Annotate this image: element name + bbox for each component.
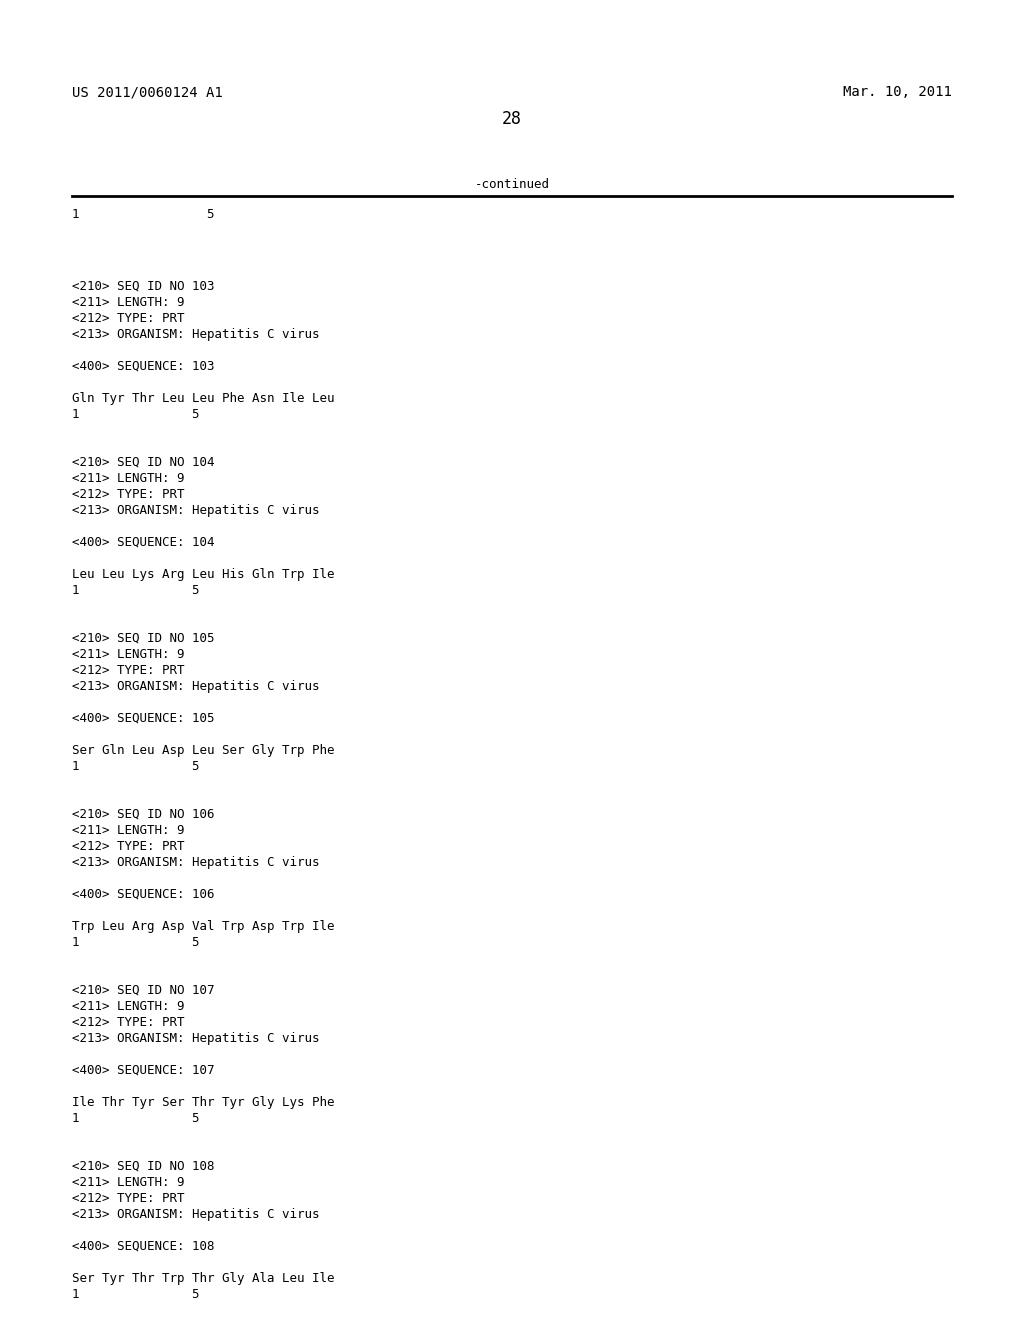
Text: <400> SEQUENCE: 108: <400> SEQUENCE: 108 (72, 1239, 214, 1253)
Text: 28: 28 (502, 110, 522, 128)
Text: Trp Leu Arg Asp Val Trp Asp Trp Ile: Trp Leu Arg Asp Val Trp Asp Trp Ile (72, 920, 334, 933)
Text: Ile Thr Tyr Ser Thr Tyr Gly Lys Phe: Ile Thr Tyr Ser Thr Tyr Gly Lys Phe (72, 1096, 334, 1109)
Text: <210> SEQ ID NO 104: <210> SEQ ID NO 104 (72, 455, 214, 469)
Text: <210> SEQ ID NO 103: <210> SEQ ID NO 103 (72, 280, 214, 293)
Text: 1               5: 1 5 (72, 936, 200, 949)
Text: <212> TYPE: PRT: <212> TYPE: PRT (72, 840, 184, 853)
Text: <400> SEQUENCE: 106: <400> SEQUENCE: 106 (72, 888, 214, 902)
Text: <400> SEQUENCE: 104: <400> SEQUENCE: 104 (72, 536, 214, 549)
Text: <213> ORGANISM: Hepatitis C virus: <213> ORGANISM: Hepatitis C virus (72, 504, 319, 517)
Text: <212> TYPE: PRT: <212> TYPE: PRT (72, 1192, 184, 1205)
Text: Mar. 10, 2011: Mar. 10, 2011 (844, 84, 952, 99)
Text: <210> SEQ ID NO 108: <210> SEQ ID NO 108 (72, 1160, 214, 1173)
Text: <211> LENGTH: 9: <211> LENGTH: 9 (72, 1176, 184, 1189)
Text: <213> ORGANISM: Hepatitis C virus: <213> ORGANISM: Hepatitis C virus (72, 1032, 319, 1045)
Text: <211> LENGTH: 9: <211> LENGTH: 9 (72, 296, 184, 309)
Text: <212> TYPE: PRT: <212> TYPE: PRT (72, 488, 184, 502)
Text: <400> SEQUENCE: 103: <400> SEQUENCE: 103 (72, 360, 214, 374)
Text: Leu Leu Lys Arg Leu His Gln Trp Ile: Leu Leu Lys Arg Leu His Gln Trp Ile (72, 568, 334, 581)
Text: 1               5: 1 5 (72, 583, 200, 597)
Text: <212> TYPE: PRT: <212> TYPE: PRT (72, 312, 184, 325)
Text: Gln Tyr Thr Leu Leu Phe Asn Ile Leu: Gln Tyr Thr Leu Leu Phe Asn Ile Leu (72, 392, 334, 405)
Text: <213> ORGANISM: Hepatitis C virus: <213> ORGANISM: Hepatitis C virus (72, 327, 319, 341)
Text: <212> TYPE: PRT: <212> TYPE: PRT (72, 1016, 184, 1030)
Text: <210> SEQ ID NO 107: <210> SEQ ID NO 107 (72, 983, 214, 997)
Text: <212> TYPE: PRT: <212> TYPE: PRT (72, 664, 184, 677)
Text: <213> ORGANISM: Hepatitis C virus: <213> ORGANISM: Hepatitis C virus (72, 1208, 319, 1221)
Text: 1               5: 1 5 (72, 760, 200, 774)
Text: 1                 5: 1 5 (72, 209, 214, 220)
Text: <210> SEQ ID NO 105: <210> SEQ ID NO 105 (72, 632, 214, 645)
Text: <210> SEQ ID NO 106: <210> SEQ ID NO 106 (72, 808, 214, 821)
Text: <211> LENGTH: 9: <211> LENGTH: 9 (72, 648, 184, 661)
Text: 1               5: 1 5 (72, 408, 200, 421)
Text: <211> LENGTH: 9: <211> LENGTH: 9 (72, 824, 184, 837)
Text: 1               5: 1 5 (72, 1288, 200, 1302)
Text: US 2011/0060124 A1: US 2011/0060124 A1 (72, 84, 222, 99)
Text: <213> ORGANISM: Hepatitis C virus: <213> ORGANISM: Hepatitis C virus (72, 680, 319, 693)
Text: Ser Gln Leu Asp Leu Ser Gly Trp Phe: Ser Gln Leu Asp Leu Ser Gly Trp Phe (72, 744, 334, 756)
Text: 1               5: 1 5 (72, 1111, 200, 1125)
Text: <400> SEQUENCE: 105: <400> SEQUENCE: 105 (72, 711, 214, 725)
Text: -continued: -continued (474, 178, 550, 191)
Text: <211> LENGTH: 9: <211> LENGTH: 9 (72, 1001, 184, 1012)
Text: <400> SEQUENCE: 107: <400> SEQUENCE: 107 (72, 1064, 214, 1077)
Text: <213> ORGANISM: Hepatitis C virus: <213> ORGANISM: Hepatitis C virus (72, 855, 319, 869)
Text: <211> LENGTH: 9: <211> LENGTH: 9 (72, 473, 184, 484)
Text: Ser Tyr Thr Trp Thr Gly Ala Leu Ile: Ser Tyr Thr Trp Thr Gly Ala Leu Ile (72, 1272, 334, 1284)
